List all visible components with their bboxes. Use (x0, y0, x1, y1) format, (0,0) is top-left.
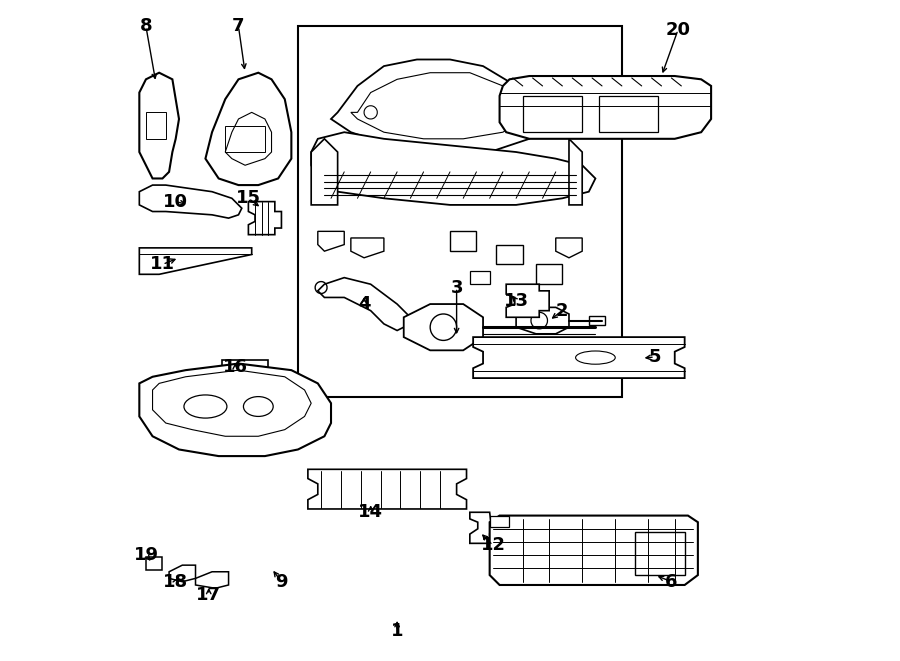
Polygon shape (140, 73, 179, 178)
Text: 7: 7 (232, 17, 245, 36)
Polygon shape (331, 59, 543, 152)
Text: 17: 17 (196, 586, 221, 604)
Polygon shape (506, 284, 549, 317)
Text: 2: 2 (556, 301, 569, 320)
Polygon shape (556, 238, 582, 258)
Polygon shape (318, 231, 344, 251)
Polygon shape (450, 231, 476, 251)
Text: 15: 15 (236, 189, 261, 208)
Bar (225, 126, 265, 152)
Polygon shape (140, 248, 252, 274)
Polygon shape (311, 132, 596, 205)
Ellipse shape (243, 397, 274, 416)
Text: 11: 11 (150, 255, 175, 274)
Polygon shape (311, 139, 338, 205)
Text: 4: 4 (358, 295, 370, 313)
Bar (523, 96, 582, 132)
Polygon shape (490, 516, 698, 585)
Text: 8: 8 (140, 17, 152, 36)
Polygon shape (308, 469, 466, 509)
Polygon shape (225, 112, 272, 165)
Polygon shape (140, 364, 331, 456)
Polygon shape (140, 185, 242, 218)
Text: 18: 18 (163, 572, 188, 591)
Bar (146, 112, 166, 139)
Text: 14: 14 (358, 503, 383, 522)
Bar (298, 26, 622, 397)
Text: 19: 19 (133, 546, 158, 564)
Text: 10: 10 (163, 192, 188, 211)
Polygon shape (473, 337, 685, 378)
Polygon shape (248, 202, 282, 235)
Text: 1: 1 (391, 622, 403, 641)
Text: 13: 13 (504, 292, 528, 310)
Bar (589, 316, 606, 325)
Polygon shape (496, 245, 523, 264)
Text: 16: 16 (222, 358, 248, 376)
Polygon shape (569, 139, 582, 205)
Polygon shape (404, 304, 483, 350)
Polygon shape (195, 572, 229, 588)
Text: 20: 20 (665, 20, 690, 39)
Polygon shape (222, 360, 268, 383)
Polygon shape (351, 73, 523, 139)
Polygon shape (500, 76, 711, 139)
Circle shape (237, 368, 245, 375)
Polygon shape (470, 512, 498, 543)
Bar (146, 557, 162, 570)
Text: 5: 5 (649, 348, 662, 366)
Text: 3: 3 (450, 278, 463, 297)
Bar (490, 516, 509, 527)
Bar (635, 532, 685, 575)
Text: 9: 9 (275, 572, 288, 591)
Polygon shape (205, 73, 292, 185)
Polygon shape (351, 238, 384, 258)
Bar (598, 96, 658, 132)
Ellipse shape (184, 395, 227, 418)
Polygon shape (470, 271, 490, 284)
Polygon shape (153, 370, 311, 436)
Ellipse shape (576, 351, 616, 364)
Text: 6: 6 (665, 572, 678, 591)
Polygon shape (536, 264, 562, 284)
Polygon shape (169, 565, 195, 582)
Polygon shape (318, 278, 410, 330)
Text: 12: 12 (481, 536, 506, 555)
Circle shape (253, 368, 261, 375)
Circle shape (225, 368, 232, 375)
Polygon shape (516, 307, 569, 334)
